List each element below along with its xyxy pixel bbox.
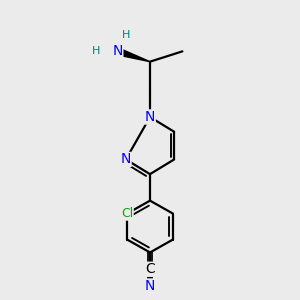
Text: C: C <box>145 262 155 276</box>
Text: N: N <box>145 110 155 124</box>
Text: H: H <box>122 30 130 40</box>
Text: N: N <box>121 152 131 167</box>
Text: H: H <box>92 46 100 56</box>
Polygon shape <box>116 48 150 62</box>
Text: Cl: Cl <box>121 207 133 220</box>
Text: N: N <box>112 44 123 58</box>
Text: N: N <box>145 279 155 293</box>
